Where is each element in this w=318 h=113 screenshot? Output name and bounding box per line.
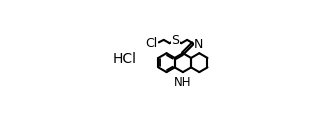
Text: HCl: HCl <box>112 52 136 66</box>
Text: NH: NH <box>174 76 192 89</box>
Text: N: N <box>194 37 204 50</box>
Text: Cl: Cl <box>145 36 158 49</box>
Text: S: S <box>171 34 179 47</box>
